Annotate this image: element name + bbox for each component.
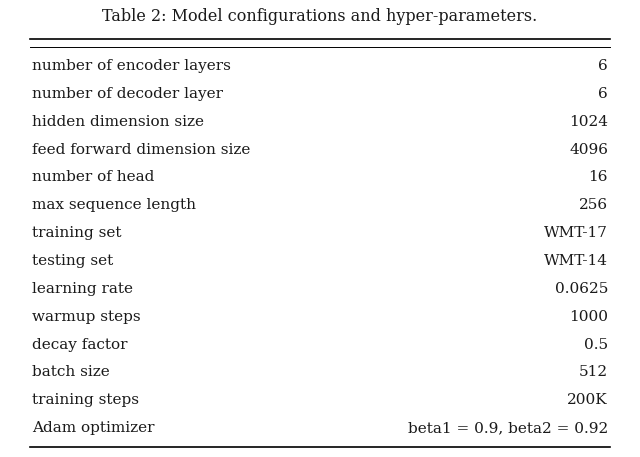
Text: 0.0625: 0.0625 [555,282,608,296]
Text: beta1 = 0.9, beta2 = 0.92: beta1 = 0.9, beta2 = 0.92 [408,421,608,435]
Text: decay factor: decay factor [32,338,127,351]
Text: 6: 6 [598,59,608,73]
Text: hidden dimension size: hidden dimension size [32,115,204,128]
Text: WMT-14: WMT-14 [544,254,608,268]
Text: warmup steps: warmup steps [32,310,141,324]
Text: 1000: 1000 [569,310,608,324]
Text: Table 2: Model configurations and hyper-parameters.: Table 2: Model configurations and hyper-… [102,9,538,26]
Text: training steps: training steps [32,393,139,407]
Text: max sequence length: max sequence length [32,198,196,212]
Text: 200K: 200K [568,393,608,407]
Text: number of head: number of head [32,170,154,184]
Text: 4096: 4096 [569,143,608,156]
Text: number of encoder layers: number of encoder layers [32,59,231,73]
Text: testing set: testing set [32,254,113,268]
Text: 16: 16 [589,170,608,184]
Text: 1024: 1024 [569,115,608,128]
Text: WMT-17: WMT-17 [544,226,608,240]
Text: training set: training set [32,226,122,240]
Text: batch size: batch size [32,365,109,379]
Text: Adam optimizer: Adam optimizer [32,421,154,435]
Text: 6: 6 [598,87,608,101]
Text: feed forward dimension size: feed forward dimension size [32,143,250,156]
Text: 512: 512 [579,365,608,379]
Text: learning rate: learning rate [32,282,133,296]
Text: 256: 256 [579,198,608,212]
Text: number of decoder layer: number of decoder layer [32,87,223,101]
Text: 0.5: 0.5 [584,338,608,351]
